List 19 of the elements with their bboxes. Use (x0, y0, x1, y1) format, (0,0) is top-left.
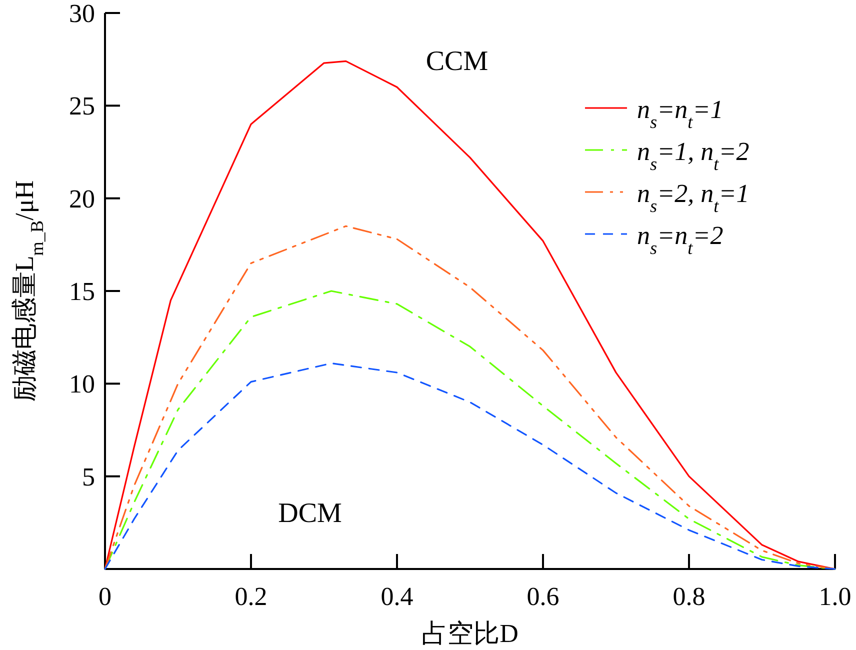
annotation: CCM (426, 46, 488, 77)
annotation: DCM (278, 498, 342, 529)
y-tick-label: 10 (69, 370, 95, 399)
x-tick-label: 0.8 (672, 582, 706, 611)
y-tick-label: 20 (69, 184, 95, 214)
legend-label: n$_{s}$=n$_{t}$=1 (637, 95, 724, 132)
legend-label: n$_{s}$=2, n$_{t}$=1 (637, 179, 750, 216)
y-tick-label: 25 (69, 92, 95, 121)
y-tick-label: 5 (82, 462, 95, 492)
x-tick-label: 0.2 (234, 582, 268, 611)
x-tick-label: 0.6 (526, 582, 560, 611)
y-tick-label: 30 (69, 0, 95, 28)
x-tick-label: 0 (98, 582, 112, 611)
y-tick-label: 15 (69, 277, 95, 306)
legend-label: n$_{s}$=n$_{t}$=2 (637, 221, 724, 258)
x-tick-label: 0.4 (380, 582, 414, 611)
x-axis-title: 占空比D (422, 619, 518, 648)
x-tick-label: 1.0 (818, 582, 852, 611)
legend-label: n$_{s}$=1, n$_{t}$=2 (637, 137, 750, 174)
